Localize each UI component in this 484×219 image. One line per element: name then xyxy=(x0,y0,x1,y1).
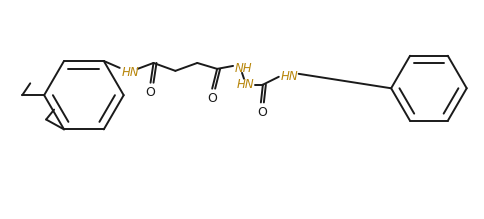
Text: HN: HN xyxy=(121,66,139,79)
Text: NH: NH xyxy=(235,62,252,75)
Text: HN: HN xyxy=(237,78,254,91)
Text: HN: HN xyxy=(280,70,298,83)
Text: O: O xyxy=(207,92,217,105)
Text: O: O xyxy=(145,86,155,99)
Text: O: O xyxy=(257,106,266,119)
